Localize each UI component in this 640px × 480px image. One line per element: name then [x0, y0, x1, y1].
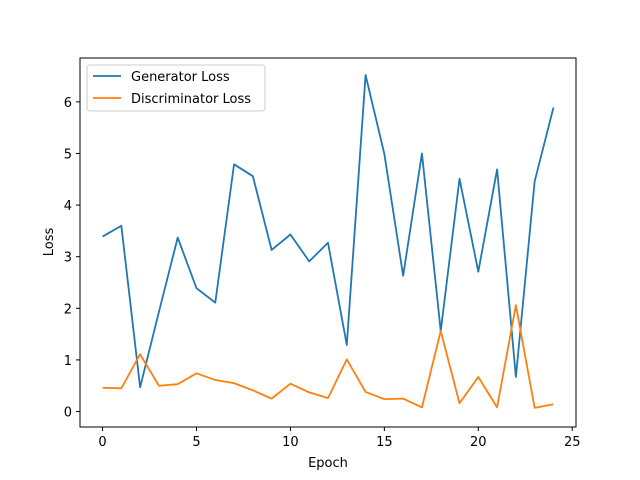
axis-ticks: 0 5 10 15 20 25 0 1 2 3 4 5 6 — [64, 96, 581, 450]
legend-label-generator: Generator Loss — [131, 70, 230, 85]
discriminator-loss-line — [102, 304, 554, 409]
series-lines — [102, 74, 555, 409]
y-axis-label: Loss — [42, 228, 57, 257]
x-tick-label: 5 — [192, 435, 200, 450]
x-axis-label: Epoch — [308, 456, 348, 471]
legend-label-discriminator: Discriminator Loss — [131, 92, 251, 107]
y-tick-label: 1 — [64, 354, 72, 369]
generator-loss-line — [102, 74, 555, 389]
y-tick-label: 6 — [64, 96, 72, 111]
legend: Generator Loss Discriminator Loss — [86, 64, 266, 112]
y-tick-label: 5 — [64, 147, 72, 162]
x-tick-label: 25 — [564, 435, 581, 450]
x-tick-label: 10 — [282, 435, 299, 450]
y-tick-label: 2 — [64, 302, 72, 317]
x-tick-label: 15 — [376, 435, 393, 450]
x-tick-label: 20 — [470, 435, 487, 450]
plot-frame — [79, 57, 577, 428]
legend-box — [86, 64, 266, 112]
y-tick-label: 0 — [64, 406, 72, 421]
y-tick-label: 3 — [64, 251, 72, 266]
x-tick-label: 0 — [98, 435, 106, 450]
y-tick-label: 4 — [64, 199, 72, 214]
